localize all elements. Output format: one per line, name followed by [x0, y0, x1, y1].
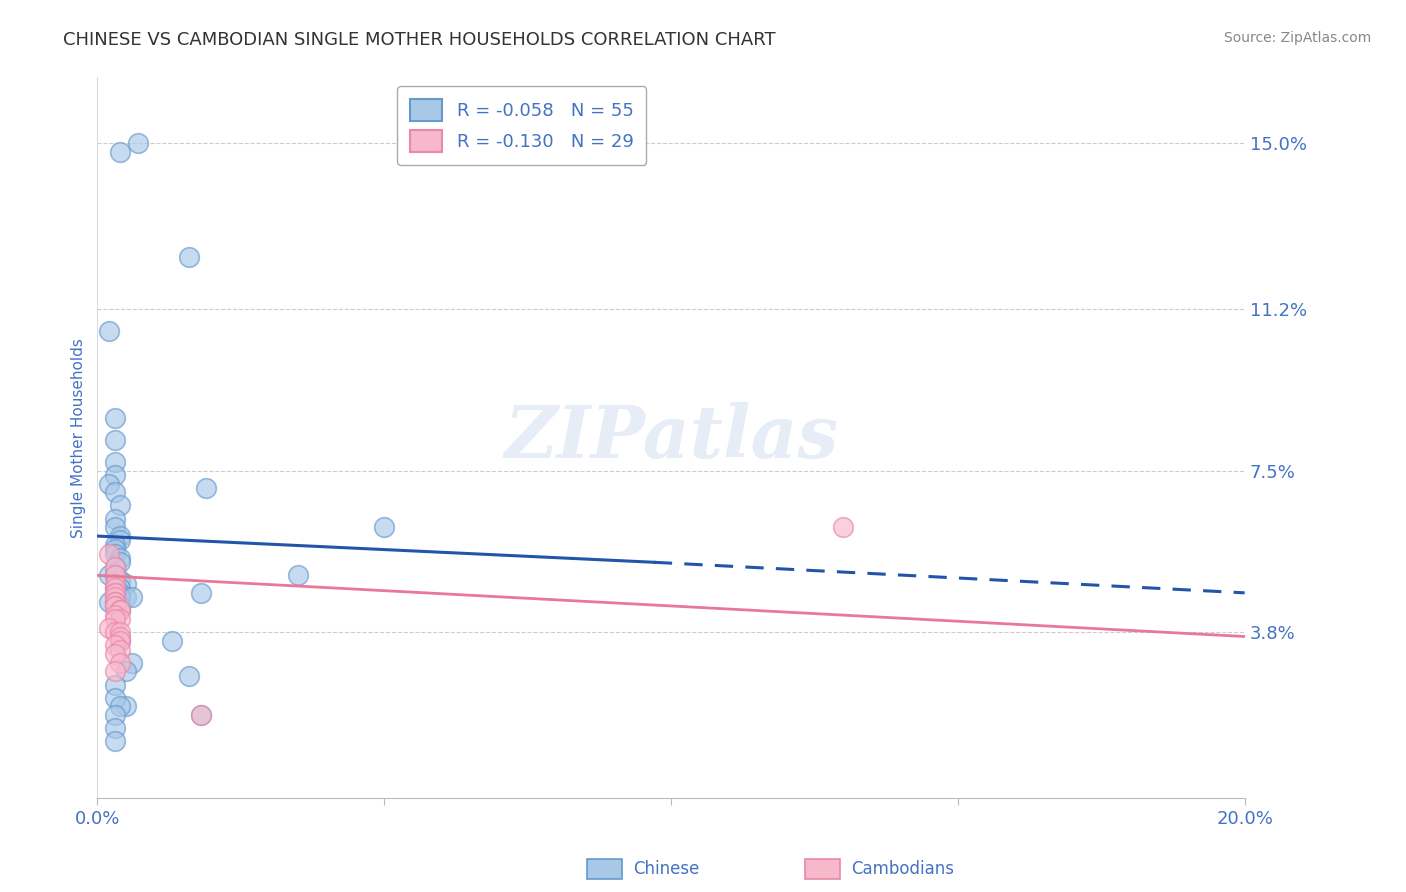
Point: [103, 433, 125, 447]
Point: [103, 612, 125, 626]
Text: Cambodians: Cambodians: [852, 860, 955, 878]
Point: [103, 599, 125, 613]
Point: [110, 603, 132, 617]
Point: [103, 708, 125, 723]
Point: [103, 455, 125, 469]
Point: [103, 625, 125, 640]
Point: [110, 603, 132, 617]
Point: [103, 411, 125, 425]
Point: [110, 145, 132, 159]
Point: [190, 586, 212, 600]
Point: [110, 591, 132, 605]
Point: [110, 630, 132, 644]
Point: [103, 734, 125, 748]
Point: [103, 690, 125, 705]
Point: [115, 699, 138, 714]
Point: [110, 603, 132, 617]
Y-axis label: Single Mother Households: Single Mother Households: [72, 338, 86, 538]
Point: [103, 599, 125, 613]
Text: ZIPatlas: ZIPatlas: [503, 402, 838, 474]
Text: Chinese: Chinese: [633, 860, 700, 878]
Point: [127, 136, 149, 150]
Point: [179, 669, 201, 683]
Point: [103, 485, 125, 500]
Point: [179, 250, 201, 264]
Point: [103, 586, 125, 600]
Point: [103, 599, 125, 613]
Point: [373, 520, 395, 534]
Point: [115, 665, 138, 679]
Point: [115, 577, 138, 591]
Point: [832, 520, 855, 534]
Point: [103, 647, 125, 661]
Point: [103, 568, 125, 582]
Point: [110, 550, 132, 565]
Point: [103, 542, 125, 557]
Point: [103, 594, 125, 608]
Point: [110, 573, 132, 587]
Point: [103, 547, 125, 561]
Point: [110, 533, 132, 548]
Point: [110, 586, 132, 600]
Point: [97, 476, 120, 491]
Point: [103, 594, 125, 608]
Point: [110, 633, 132, 648]
Point: [103, 568, 125, 582]
Point: [121, 656, 143, 670]
Point: [103, 559, 125, 574]
Point: [103, 677, 125, 691]
Point: [103, 586, 125, 600]
Point: [115, 591, 138, 605]
Point: [103, 591, 125, 605]
Point: [110, 582, 132, 596]
Point: [97, 324, 120, 338]
Point: [103, 511, 125, 525]
Point: [110, 642, 132, 657]
Point: [97, 621, 120, 635]
Point: [110, 612, 132, 626]
Point: [103, 538, 125, 552]
Point: [103, 586, 125, 600]
Point: [103, 568, 125, 582]
Point: [110, 499, 132, 513]
Point: [103, 721, 125, 735]
Point: [190, 708, 212, 723]
Point: [287, 568, 309, 582]
Point: [110, 699, 132, 714]
Point: [110, 599, 132, 613]
Point: [110, 656, 132, 670]
Point: [190, 708, 212, 723]
Point: [103, 559, 125, 574]
Point: [110, 555, 132, 569]
Point: [195, 481, 218, 495]
Text: Source: ZipAtlas.com: Source: ZipAtlas.com: [1223, 31, 1371, 45]
Point: [103, 607, 125, 622]
Point: [110, 633, 132, 648]
Point: [103, 582, 125, 596]
Point: [110, 529, 132, 543]
Point: [103, 520, 125, 534]
Point: [103, 582, 125, 596]
Point: [97, 594, 120, 608]
Text: CHINESE VS CAMBODIAN SINGLE MOTHER HOUSEHOLDS CORRELATION CHART: CHINESE VS CAMBODIAN SINGLE MOTHER HOUSE…: [63, 31, 776, 49]
Point: [110, 625, 132, 640]
Point: [160, 633, 183, 648]
Point: [97, 568, 120, 582]
Point: [103, 594, 125, 608]
Point: [103, 467, 125, 482]
Legend: R = -0.058   N = 55, R = -0.130   N = 29: R = -0.058 N = 55, R = -0.130 N = 29: [398, 87, 647, 165]
Point: [97, 547, 120, 561]
Point: [121, 591, 143, 605]
Point: [103, 638, 125, 652]
Point: [103, 665, 125, 679]
Point: [103, 577, 125, 591]
